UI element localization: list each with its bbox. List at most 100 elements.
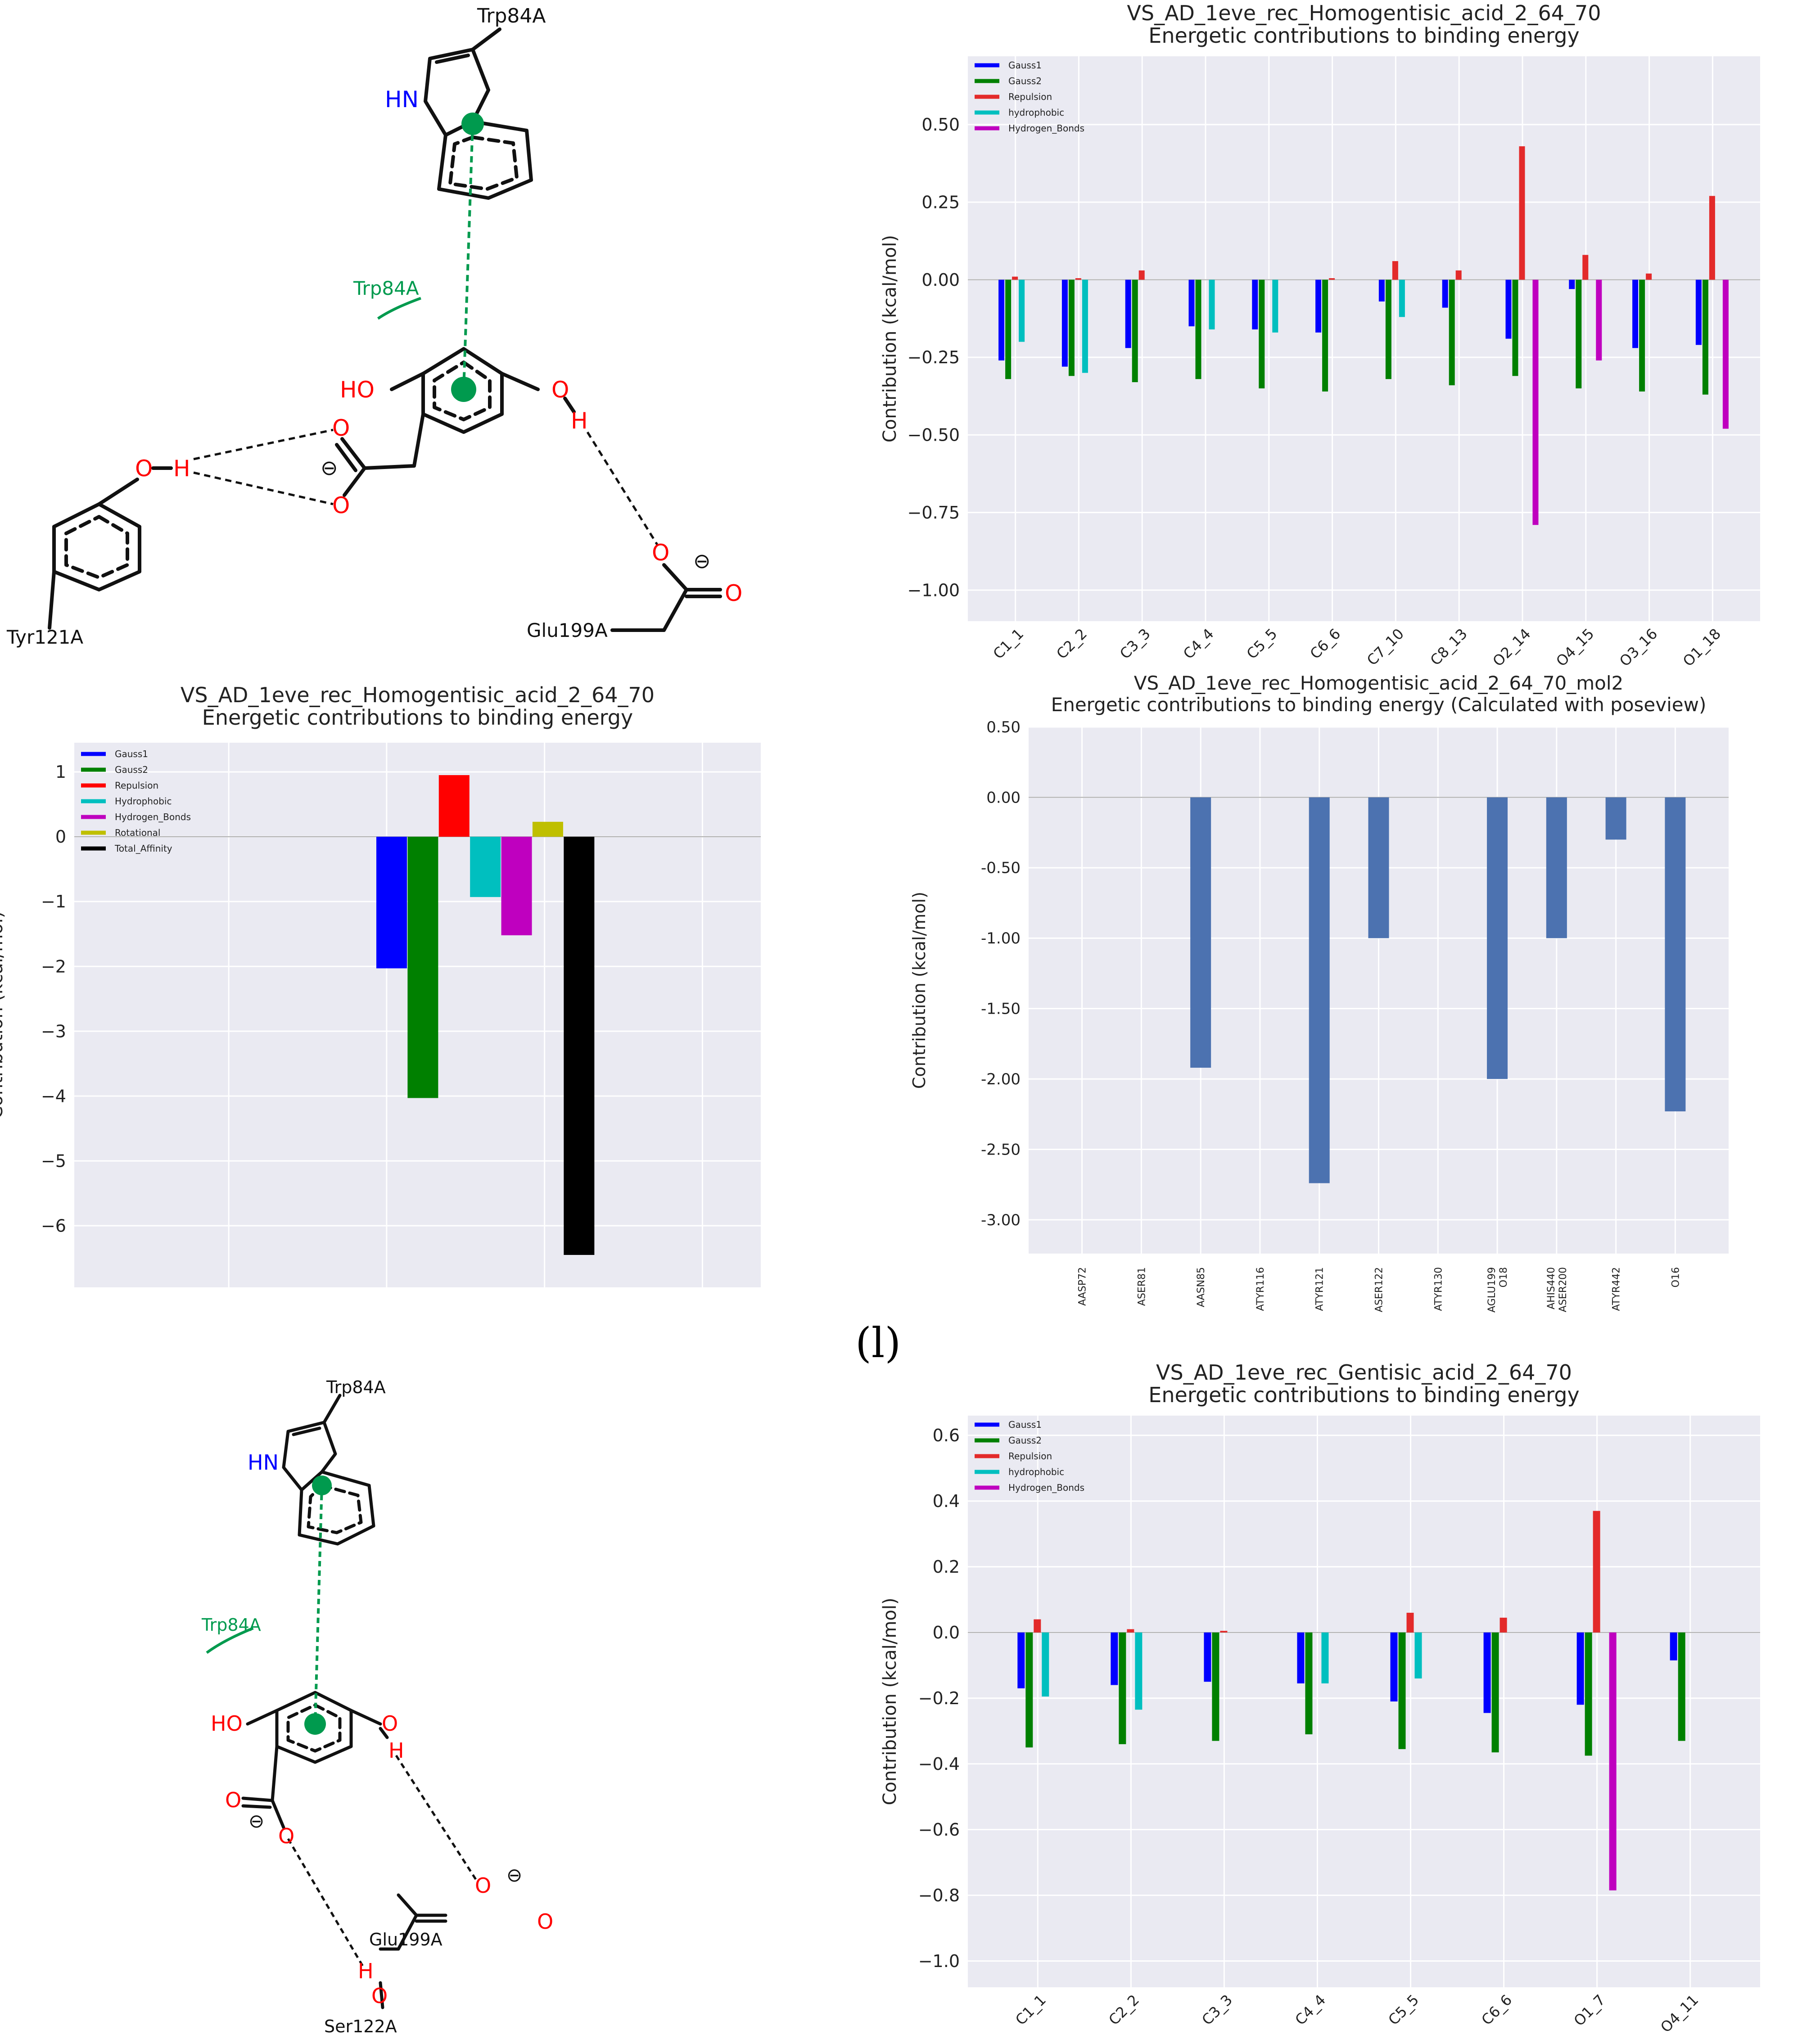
x-tick-label: AGLU199 [1486,1267,1498,1313]
chart-title: VS_AD_1eve_rec_Homogentisic_acid_2_64_70 [181,683,655,707]
y-axis-label: Contribution (kcal/mol) [880,235,900,442]
panel-label: (l) [855,1319,901,1367]
x-tick-label: O16 [1670,1267,1681,1287]
x-tick-label: C2_2 [1053,625,1090,663]
bar-gauss2 [1305,1632,1313,1734]
bar-gauss2 [1398,1632,1406,1749]
y-tick-label: −0.2 [918,1688,960,1708]
bar-gauss2 [1639,280,1645,392]
atom-carboxyl-o1-label: O [332,415,350,441]
negative-charge-icon: ⊖ [321,456,338,480]
y-tick-label: −3 [41,1021,66,1041]
bar-gauss2 [1585,1632,1592,1756]
chart-bottom-right: VS_AD_1eve_rec_Gentisic_acid_2_64_70 Ener… [864,1359,1793,2042]
bar-repulsion [1519,146,1525,280]
y-tick-label: −0.6 [918,1820,960,1840]
bar-total-affinity [564,836,595,1255]
x-tick-label: ASER122 [1374,1267,1385,1312]
bar-hydrogen-bonds [1532,280,1539,525]
bar-gauss1 [1390,1632,1398,1701]
chart-title: VS_AD_1eve_rec_Homogentisic_acid_2_64_70… [1134,672,1624,694]
legend-label: Repulsion [1008,1451,1052,1462]
legend-label: Hydrogen_Bonds [1008,123,1084,134]
bar-hydrophobic [1082,280,1088,373]
legend-label: Hydrogen_Bonds [1008,1482,1084,1493]
x-tick-label: O18 [1498,1267,1509,1287]
y-tick-label: −5 [41,1151,66,1171]
x-tick-label: C4_4 [1292,1991,1329,2029]
y-tick-label: −0.50 [908,425,960,445]
atom-hn-label: HN [385,86,419,113]
y-axis-label: Contribution (kcal/mol) [909,892,929,1089]
bar-hydrophobic [1042,1632,1049,1697]
residue-trp84a-pi-label: Trp84A [201,1615,261,1635]
bar-gauss1 [1297,1632,1305,1683]
bar-gauss2 [1512,280,1518,376]
bar-repulsion [1329,278,1335,280]
atom-glu-o1-label: O [652,540,669,566]
bar-gauss1 [1378,280,1385,302]
y-tick-label: −1.00 [908,580,960,600]
x-tick-label: O4_15 [1553,625,1597,666]
atom-hn-label: HN [248,1450,279,1475]
residue-ser122a-label: Ser122A [324,2017,397,2036]
bar-atyr442 [1605,797,1626,840]
bar-hydrophobic [1019,280,1025,342]
legend-label: Rotational [115,827,160,838]
residue-trp84a-pi-label: Trp84A [353,277,419,299]
residue-glu199a-label: Glu199A [527,619,608,641]
x-tick-label: C6_6 [1306,625,1344,663]
y-tick-label: -2.50 [981,1141,1021,1159]
x-tick-label: ASER81 [1136,1267,1147,1306]
y-tick-label: −6 [41,1216,66,1236]
residue-tyr121a-label: Tyr121A [6,626,83,648]
bar-gauss1 [998,280,1005,361]
bar-gauss2 [1576,280,1582,388]
chart-mid-right: VS_AD_1eve_rec_Homogentisic_acid_2_64_70… [900,671,1793,1314]
bar-hydrophobic [1414,1632,1422,1679]
bar-gauss1 [1017,1632,1025,1688]
atom-glu-o2-label: O [537,1909,553,1934]
bar-gauss1 [376,836,407,969]
x-tick-label: C7_10 [1364,625,1407,666]
y-tick-label: −2 [41,957,66,976]
atom-o-ring-label: O [551,377,569,403]
x-tick-label: C2_2 [1105,1991,1143,2029]
x-tick-label: O2_14 [1489,625,1534,666]
bar-gauss1 [1670,1632,1677,1660]
bar-gauss2 [1385,280,1391,379]
legend-label: Hydrogen_Bonds [115,812,191,822]
bar-gauss1 [1111,1632,1118,1685]
atom-glu-o1-label: O [475,1873,491,1898]
x-tick-label: ATYR121 [1314,1267,1326,1311]
bar-atyr121 [1309,797,1330,1183]
plot-area [968,56,1760,621]
legend-label: Gauss2 [115,764,148,775]
bar-aasn85 [1190,797,1211,1068]
bar-gauss2 [1119,1632,1126,1744]
bar-repulsion [1220,1631,1228,1633]
bar-gauss2 [1132,280,1138,383]
bar-gauss1 [1061,280,1068,367]
y-tick-label: −1.0 [918,1951,960,1971]
x-tick-label: ASER200 [1558,1267,1569,1312]
legend-label: Repulsion [1008,91,1052,102]
x-tick-label: O3_16 [1616,625,1661,666]
x-tick-label: C1_1 [1012,1991,1049,2029]
bar-repulsion [438,775,470,837]
bar-hydrophobic [1209,280,1215,329]
bar-repulsion [1455,270,1462,280]
y-tick-label: −0.75 [908,503,960,523]
bar-repulsion [1138,270,1145,280]
x-tick-label: C5_5 [1385,1991,1422,2029]
bar-hydrophobic [1399,280,1405,317]
y-tick-label: -2.00 [981,1070,1021,1088]
bar-gauss1 [1315,280,1322,333]
indole-pyrrole-ring [424,48,490,137]
bar-gauss2 [1068,280,1075,376]
chart-subtitle: Energetic contributions to binding energ… [1051,694,1707,716]
y-tick-label: −1 [41,892,66,911]
legend-label: hydrophobic [1008,1466,1064,1477]
legend-label: Gauss1 [1008,1419,1042,1430]
bar-hydrophobic [1272,280,1278,333]
